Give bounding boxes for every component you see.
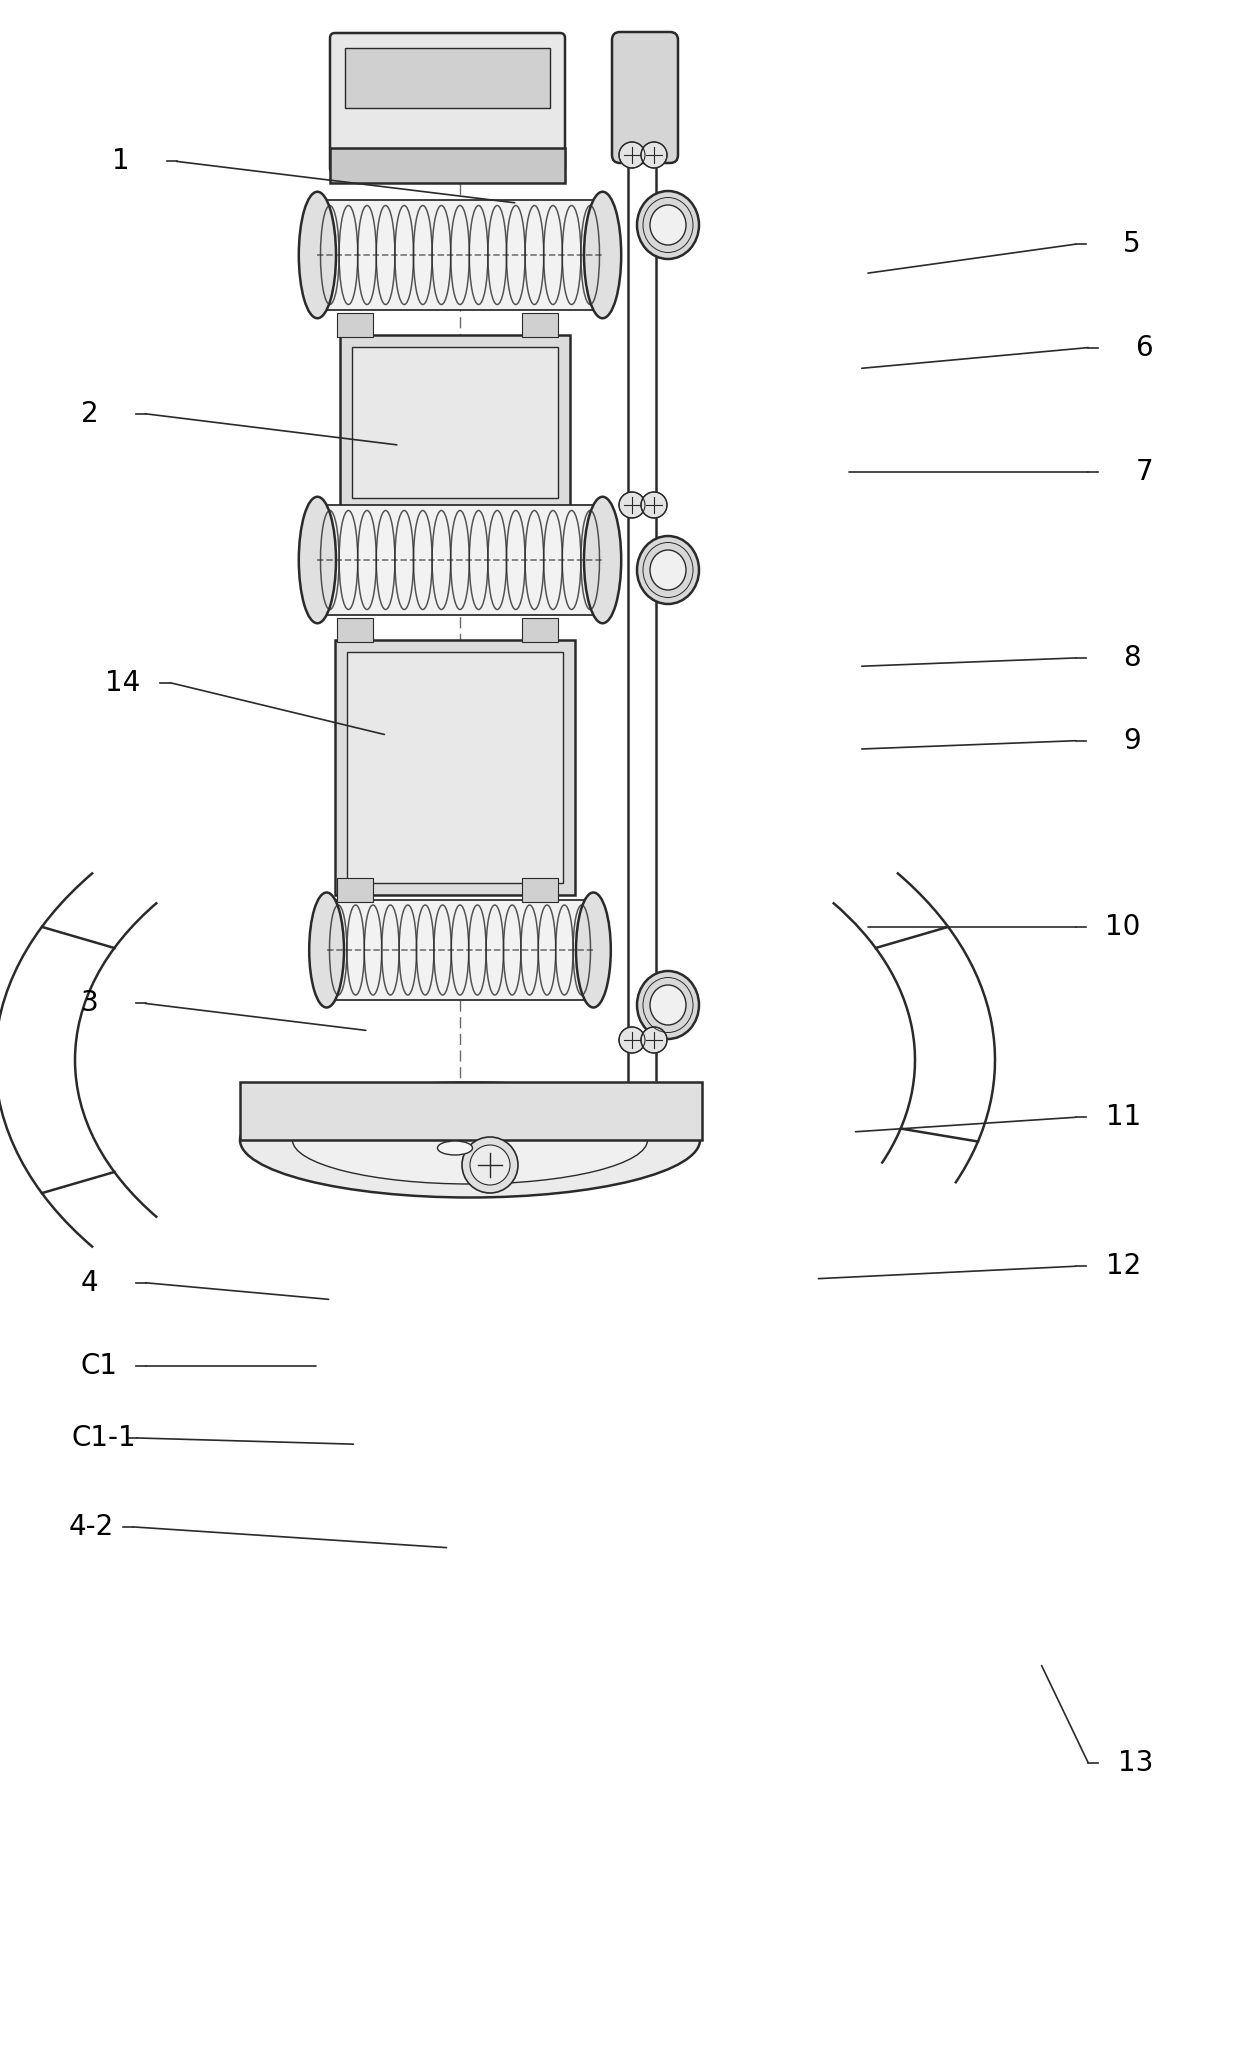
Bar [345, 48, 551, 108]
Circle shape [641, 1026, 667, 1053]
Bar [522, 312, 558, 337]
Bar [337, 312, 373, 337]
Text: 13: 13 [1117, 1748, 1153, 1777]
Bar [330, 149, 565, 182]
Text: C1-1: C1-1 [72, 1423, 136, 1452]
Text: 14: 14 [105, 668, 140, 697]
Ellipse shape [637, 970, 699, 1039]
Bar [241, 1082, 702, 1140]
Ellipse shape [637, 190, 699, 259]
Ellipse shape [650, 205, 686, 244]
Bar [352, 348, 558, 499]
Bar [326, 900, 594, 999]
Text: 4-2: 4-2 [68, 1512, 113, 1541]
Ellipse shape [293, 1097, 647, 1183]
Bar [337, 877, 373, 902]
Ellipse shape [299, 192, 336, 319]
Circle shape [619, 492, 645, 517]
Bar [317, 201, 603, 310]
Ellipse shape [577, 892, 611, 1008]
Text: 10: 10 [1105, 912, 1141, 941]
Ellipse shape [650, 985, 686, 1024]
Text: 6: 6 [1136, 333, 1153, 362]
Bar [522, 619, 558, 641]
Circle shape [641, 492, 667, 517]
Ellipse shape [309, 892, 343, 1008]
Bar [522, 877, 558, 902]
Text: 3: 3 [81, 989, 98, 1018]
Circle shape [619, 143, 645, 168]
Circle shape [470, 1144, 510, 1186]
Circle shape [463, 1138, 518, 1194]
Bar [317, 505, 603, 614]
Text: 11: 11 [1106, 1103, 1141, 1132]
Ellipse shape [299, 497, 336, 623]
Text: 1: 1 [112, 147, 129, 176]
Text: 12: 12 [1106, 1252, 1141, 1281]
Text: 7: 7 [1136, 457, 1153, 486]
Ellipse shape [637, 536, 699, 604]
Text: C1: C1 [81, 1351, 118, 1380]
Text: 5: 5 [1123, 230, 1141, 259]
Ellipse shape [584, 192, 621, 319]
Bar [340, 335, 570, 509]
Ellipse shape [584, 497, 621, 623]
Bar [347, 652, 563, 883]
Bar [335, 639, 575, 896]
Text: 2: 2 [81, 399, 98, 428]
FancyBboxPatch shape [330, 33, 565, 174]
Bar [337, 619, 373, 641]
Text: 4: 4 [81, 1268, 98, 1297]
Ellipse shape [650, 550, 686, 590]
Text: 9: 9 [1123, 726, 1141, 755]
Circle shape [641, 143, 667, 168]
Text: 8: 8 [1123, 643, 1141, 672]
FancyBboxPatch shape [613, 31, 678, 163]
Ellipse shape [241, 1082, 701, 1198]
Ellipse shape [438, 1140, 472, 1155]
Circle shape [619, 1026, 645, 1053]
